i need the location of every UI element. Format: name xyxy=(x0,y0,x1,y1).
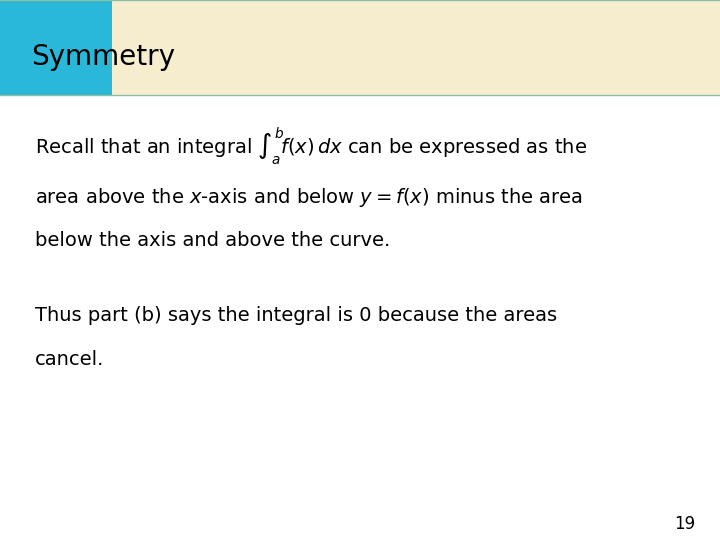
Text: below the axis and above the curve.: below the axis and above the curve. xyxy=(35,231,390,250)
Text: 19: 19 xyxy=(674,515,695,533)
Text: Thus part (b) says the integral is 0 because the areas: Thus part (b) says the integral is 0 bec… xyxy=(35,306,557,326)
Bar xyxy=(0,0,112,94)
Text: area above the $x$-axis and below $y = f(x)$ minus the area: area above the $x$-axis and below $y = f… xyxy=(35,186,582,208)
Text: cancel.: cancel. xyxy=(35,349,104,369)
Text: Symmetry: Symmetry xyxy=(31,43,175,71)
Text: Recall that an integral $\int_a^b\! f(x)\,dx$ can be expressed as the: Recall that an integral $\int_a^b\! f(x)… xyxy=(35,125,587,166)
Bar xyxy=(0,0,720,94)
